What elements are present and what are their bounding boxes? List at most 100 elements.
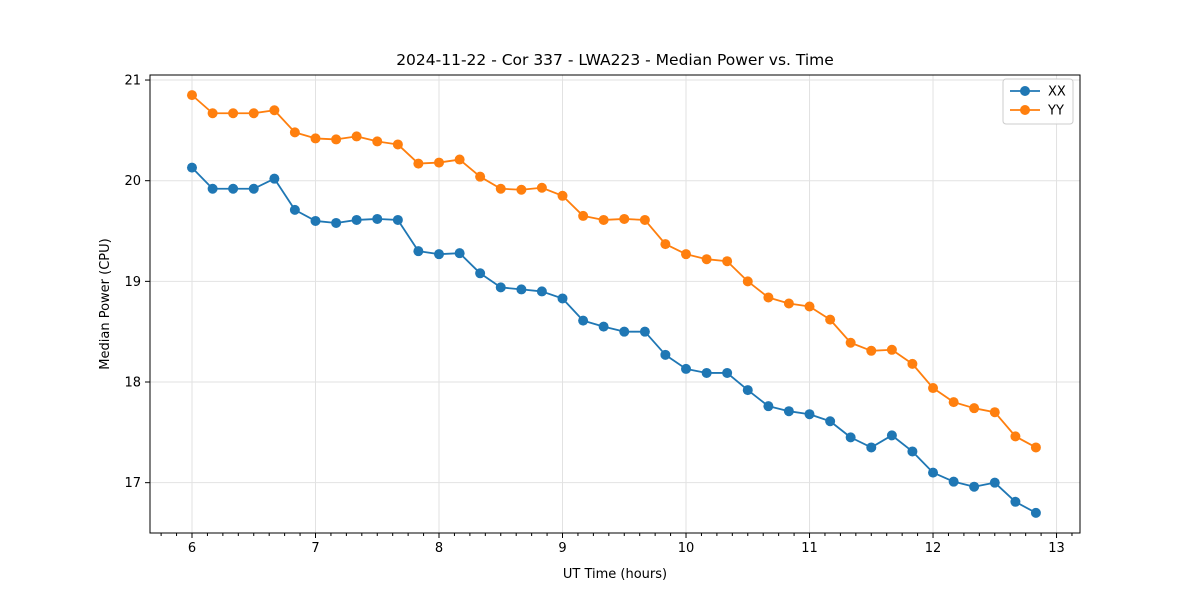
data-point-xx — [948, 476, 959, 487]
data-point-yy — [886, 344, 897, 355]
data-point-yy — [1010, 431, 1021, 442]
data-point-xx — [928, 467, 939, 478]
data-point-yy — [722, 256, 733, 267]
data-point-yy — [557, 190, 568, 201]
data-point-yy — [413, 158, 424, 169]
data-point-yy — [269, 105, 280, 116]
data-point-xx — [413, 246, 424, 257]
data-point-yy — [536, 182, 547, 193]
data-point-yy — [1030, 442, 1041, 453]
y-tick-label: 21 — [124, 74, 141, 89]
x-tick-label: 12 — [925, 541, 942, 556]
data-point-xx — [681, 363, 692, 374]
data-point-yy — [598, 214, 609, 225]
y-axis-label: Median Power (CPU) — [98, 238, 113, 369]
data-point-xx — [619, 326, 630, 337]
data-point-yy — [866, 345, 877, 356]
data-point-xx — [331, 217, 342, 228]
legend-label-yy: YY — [1047, 104, 1064, 119]
data-point-yy — [969, 403, 980, 414]
data-point-xx — [1010, 496, 1021, 507]
data-point-yy — [434, 157, 445, 168]
data-point-yy — [845, 337, 856, 348]
x-tick-label: 8 — [435, 541, 443, 556]
data-point-xx — [310, 215, 321, 226]
data-point-xx — [454, 248, 465, 259]
data-point-yy — [351, 131, 362, 142]
x-tick-label: 13 — [1048, 541, 1065, 556]
x-tick-label: 7 — [311, 541, 319, 556]
data-point-yy — [228, 108, 239, 119]
data-point-xx — [825, 416, 836, 427]
data-point-yy — [516, 184, 527, 195]
data-point-yy — [763, 292, 774, 303]
x-axis-label: UT Time (hours) — [563, 567, 667, 582]
data-point-yy — [825, 314, 836, 325]
data-point-yy — [948, 397, 959, 408]
data-point-yy — [310, 133, 321, 144]
data-point-yy — [907, 358, 918, 369]
y-tick-label: 17 — [124, 476, 141, 491]
data-point-xx — [845, 432, 856, 443]
data-point-xx — [248, 183, 259, 194]
data-point-xx — [989, 477, 1000, 488]
data-point-xx — [763, 401, 774, 412]
data-point-xx — [495, 282, 506, 293]
data-point-xx — [1030, 507, 1041, 518]
data-point-xx — [578, 315, 589, 326]
data-point-xx — [207, 183, 218, 194]
x-tick-label: 6 — [188, 541, 196, 556]
data-point-xx — [475, 268, 486, 279]
data-point-xx — [392, 214, 403, 225]
data-point-xx — [742, 385, 753, 396]
data-point-yy — [475, 171, 486, 182]
data-point-xx — [722, 367, 733, 378]
x-tick-label: 10 — [678, 541, 695, 556]
legend-swatch-marker-xx — [1020, 86, 1030, 96]
data-series — [186, 90, 1041, 518]
data-point-yy — [639, 214, 650, 225]
legend-swatch-marker-yy — [1020, 105, 1030, 115]
x-tick-label: 11 — [801, 541, 818, 556]
data-point-xx — [228, 183, 239, 194]
data-point-yy — [578, 210, 589, 221]
data-point-xx — [434, 249, 445, 260]
data-point-xx — [536, 286, 547, 297]
data-point-yy — [742, 276, 753, 287]
gridlines — [150, 75, 1080, 533]
plot-border — [149, 74, 1081, 534]
data-point-yy — [392, 139, 403, 150]
data-point-xx — [907, 446, 918, 457]
data-point-xx — [557, 293, 568, 304]
series-line-yy — [191, 94, 1037, 449]
legend-label-xx: XX — [1048, 85, 1066, 100]
data-point-xx — [372, 213, 383, 224]
data-point-xx — [351, 214, 362, 225]
data-point-xx — [701, 367, 712, 378]
chart-title: 2024-11-22 - Cor 337 - LWA223 - Median P… — [396, 51, 834, 69]
data-point-yy — [660, 239, 671, 250]
data-point-xx — [886, 430, 897, 441]
data-point-xx — [639, 326, 650, 337]
data-point-yy — [186, 90, 197, 101]
data-point-xx — [289, 204, 300, 215]
data-point-yy — [207, 108, 218, 119]
data-point-yy — [619, 213, 630, 224]
y-tick-label: 19 — [124, 275, 141, 290]
data-point-yy — [989, 407, 1000, 418]
data-point-xx — [186, 162, 197, 173]
data-point-xx — [516, 284, 527, 295]
data-point-yy — [783, 298, 794, 309]
data-point-xx — [269, 173, 280, 184]
data-point-xx — [783, 406, 794, 417]
data-point-yy — [289, 127, 300, 138]
legend: XX YY — [1002, 78, 1074, 125]
x-tick-label: 9 — [558, 541, 566, 556]
data-point-xx — [804, 409, 815, 420]
y-tick-label: 20 — [124, 174, 141, 189]
data-point-xx — [866, 442, 877, 453]
data-point-yy — [804, 301, 815, 312]
data-point-yy — [495, 183, 506, 194]
